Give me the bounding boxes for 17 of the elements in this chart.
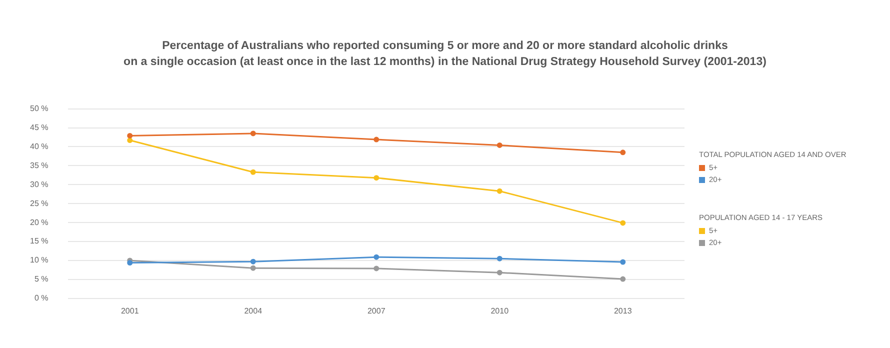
chart-title: Percentage of Australians who reported consuming 5 or more and 20 or more standard alcoholic drinks on a single occasion (at least once in the last 12 months) in the National Drug Strategy Household Survey (2001-2013) xyxy=(122,39,768,70)
y-tick-label: 50 % xyxy=(30,104,48,114)
y-tick-label: 10 % xyxy=(30,256,48,265)
y-tick-label: 45 % xyxy=(30,122,48,132)
y-tick-label: 35 % xyxy=(30,160,48,170)
y-tick-label: 30 % xyxy=(30,180,48,189)
x-tick-label: 2007 xyxy=(367,306,386,316)
y-tick-label: 40 % xyxy=(30,142,48,151)
y-tick-label: 15 % xyxy=(30,236,48,246)
y-tick-label: 20 % xyxy=(30,218,48,227)
x-tick-label: 2004 xyxy=(244,306,263,316)
x-tick-label: 2001 xyxy=(120,306,140,316)
y-tick-label: 0 % xyxy=(34,294,48,303)
x-tick-label: 2010 xyxy=(490,306,510,316)
x-tick-label: 2013 xyxy=(614,306,632,316)
y-tick-label: 5 % xyxy=(34,274,48,284)
y-tick-label: 25 % xyxy=(30,198,48,208)
